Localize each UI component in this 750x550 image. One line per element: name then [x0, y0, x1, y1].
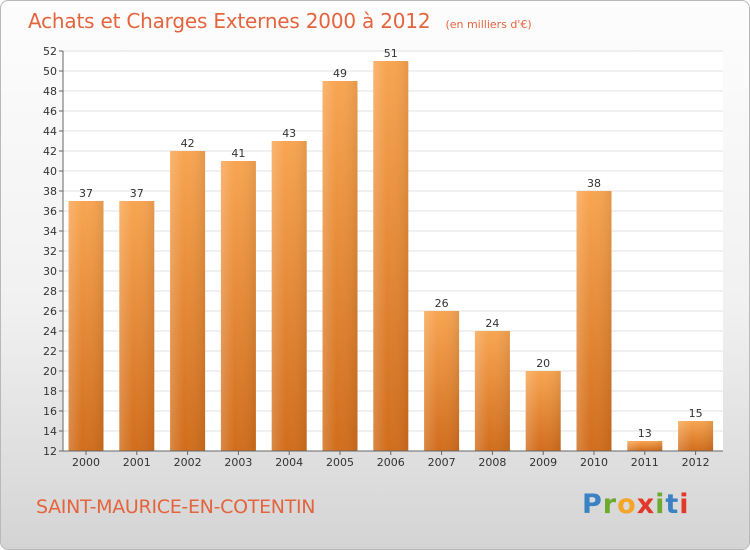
- bar-shade-2006: [373, 61, 409, 451]
- bar-shade-2004: [271, 141, 307, 451]
- chart-subtitle: (en milliers d'€): [445, 18, 532, 31]
- data-label-2001: 37: [130, 187, 144, 200]
- data-label-2007: 26: [435, 297, 449, 310]
- y-tick-label: 24: [43, 325, 57, 338]
- logo-letter: x: [636, 489, 656, 520]
- bar-shade-2002: [170, 151, 206, 451]
- bar-shade-2008: [474, 331, 510, 451]
- y-tick-label: 46: [43, 105, 57, 118]
- chart-header: Achats et Charges Externes 2000 à 2012 (…: [28, 9, 532, 33]
- x-tick-label-2010: 2010: [580, 456, 608, 469]
- y-tick-label: 40: [43, 165, 57, 178]
- data-label-2005: 49: [333, 67, 347, 80]
- y-tick-label: 32: [43, 245, 57, 258]
- city-name: SAINT-MAURICE-EN-COTENTIN: [36, 496, 316, 518]
- x-tick-label-2004: 2004: [275, 456, 303, 469]
- y-tick-label: 28: [43, 285, 57, 298]
- y-tick-label: 22: [43, 345, 57, 358]
- bar-shade-2001: [119, 201, 155, 451]
- logo-letter: r: [602, 489, 618, 520]
- bar-shade-2007: [424, 311, 460, 451]
- x-tick-label-2011: 2011: [631, 456, 659, 469]
- data-label-2009: 20: [536, 357, 550, 370]
- bar-shade-2010: [576, 191, 612, 451]
- x-tick-label-2009: 2009: [529, 456, 557, 469]
- bar-shade-2011: [627, 441, 663, 451]
- y-tick-label: 30: [43, 265, 57, 278]
- y-tick-label: 38: [43, 185, 57, 198]
- logo-letter: i: [655, 489, 666, 520]
- y-tick-label: 42: [43, 145, 57, 158]
- data-label-2000: 37: [79, 187, 93, 200]
- x-tick-label-2008: 2008: [478, 456, 506, 469]
- y-tick-label: 18: [43, 385, 57, 398]
- x-tick-label-2006: 2006: [377, 456, 405, 469]
- logo-letter: t: [665, 489, 680, 520]
- chart-title: Achats et Charges Externes 2000 à 2012: [28, 9, 431, 33]
- y-tick-label: 48: [43, 85, 57, 98]
- y-tick-label: 44: [43, 125, 57, 138]
- logo-letter: o: [617, 489, 637, 520]
- x-tick-label-2005: 2005: [326, 456, 354, 469]
- y-tick-label: 50: [43, 65, 57, 78]
- x-tick-label-2012: 2012: [682, 456, 710, 469]
- logo-letter: P: [582, 489, 603, 520]
- data-label-2012: 15: [689, 407, 703, 420]
- y-tick-label: 16: [43, 405, 57, 418]
- bar-shade-2003: [220, 161, 256, 451]
- x-tick-label-2002: 2002: [174, 456, 202, 469]
- data-label-2003: 41: [231, 147, 245, 160]
- x-tick-label-2000: 2000: [72, 456, 100, 469]
- y-tick-label: 12: [43, 445, 57, 458]
- data-label-2004: 43: [282, 127, 296, 140]
- logo-letter: i: [679, 489, 690, 520]
- y-tick-label: 14: [43, 425, 57, 438]
- x-tick-label-2003: 2003: [224, 456, 252, 469]
- x-tick-label-2001: 2001: [123, 456, 151, 469]
- y-tick-label: 20: [43, 365, 57, 378]
- data-label-2006: 51: [384, 47, 398, 60]
- y-tick-label: 26: [43, 305, 57, 318]
- y-tick-label: 52: [43, 45, 57, 58]
- bar-shade-2000: [68, 201, 104, 451]
- data-label-2011: 13: [638, 427, 652, 440]
- proxiti-logo: Proxiti: [582, 489, 690, 520]
- x-tick-label-2007: 2007: [428, 456, 456, 469]
- data-label-2010: 38: [587, 177, 601, 190]
- data-label-2002: 42: [181, 137, 195, 150]
- data-label-2008: 24: [485, 317, 499, 330]
- bar-shade-2012: [678, 421, 714, 451]
- bar-shade-2005: [322, 81, 358, 451]
- y-tick-label: 36: [43, 205, 57, 218]
- bar-shade-2009: [525, 371, 561, 451]
- y-tick-label: 34: [43, 225, 57, 238]
